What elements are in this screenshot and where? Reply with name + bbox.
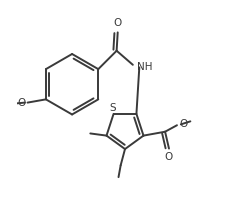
Text: O: O bbox=[179, 119, 188, 129]
Text: S: S bbox=[109, 103, 116, 113]
Text: NH: NH bbox=[137, 62, 153, 71]
Text: O: O bbox=[17, 98, 25, 108]
Text: O: O bbox=[114, 18, 122, 28]
Text: O: O bbox=[165, 152, 173, 162]
